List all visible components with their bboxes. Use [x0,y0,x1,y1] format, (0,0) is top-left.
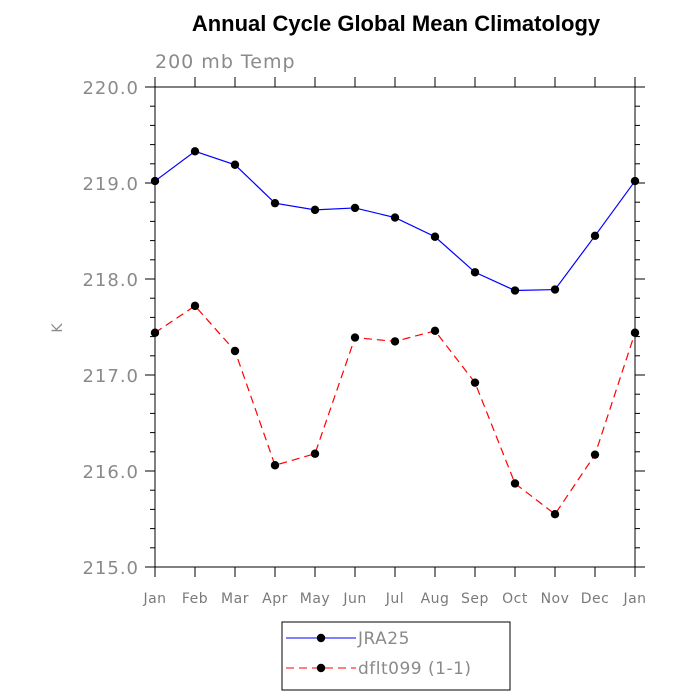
y-tick-label: 218.0 [82,270,139,291]
series-point-jra25 [230,160,240,169]
x-tick-label: Dec [581,591,610,607]
chart-subtitle: 200 mb Temp [155,51,296,73]
series-layer [150,147,640,519]
legend-box [281,621,511,691]
series-point-dflt099-1-1 [390,337,400,346]
x-tick-label: Jan [142,591,166,607]
series-point-dflt099-1-1 [430,326,440,336]
series-point-jra25 [190,147,200,156]
y-tick-label: 215.0 [82,558,139,579]
legend-label-dflt099: dflt099 (1-1) [358,659,472,679]
series-point-jra25 [550,285,560,294]
y-tick-label: 219.0 [82,174,139,195]
x-tick-label: Nov [541,591,570,607]
x-tick-label: Feb [182,591,208,607]
series-point-jra25 [470,268,480,277]
series-point-dflt099-1-1 [270,461,280,470]
y-axis-label: K [50,323,66,333]
series-point-jra25 [590,231,600,240]
x-tick-label: Jan [622,591,646,607]
legend-marker-jra25 [316,633,326,643]
series-point-dflt099-1-1 [550,510,560,519]
series-point-dflt099-1-1 [310,449,320,458]
series-point-jra25 [270,198,280,208]
series-point-jra25 [430,232,440,241]
series-point-jra25 [630,176,640,186]
x-tick-label: Aug [421,591,450,607]
x-tick-label: Jul [385,591,404,607]
legend-marker-dflt099 [316,663,326,673]
series-point-jra25 [350,203,360,213]
x-tick-label: Oct [502,591,528,607]
legend-label-jra25: JRA25 [357,629,410,649]
series-point-dflt099-1-1 [190,301,200,311]
series-point-dflt099-1-1 [150,328,160,337]
series-point-jra25 [390,213,400,222]
x-axis-ticks: Jan Feb Mar Apr May Jun Jul Aug Sep Oct Nov Dec Jan [142,77,646,607]
series-line-dflt099-1-1 [154,305,636,516]
y-tick-label: 216.0 [82,462,139,483]
plot-frame [154,86,636,568]
series-point-dflt099-1-1 [470,378,480,387]
y-axis-ticks: 215.0 216.0 217.0 218.0 219.0 220.0 [82,78,645,579]
series-point-dflt099-1-1 [630,328,640,337]
x-tick-label: Apr [262,591,288,607]
x-tick-label: Jun [342,591,366,607]
x-tick-label: Sep [461,591,489,607]
series-point-dflt099-1-1 [510,479,520,488]
y-tick-label: 220.0 [82,78,139,99]
y-tick-label: 217.0 [82,366,139,387]
x-tick-label: Mar [221,591,249,607]
series-point-dflt099-1-1 [590,450,600,459]
series-point-jra25 [510,286,520,295]
chart-title: Annual Cycle Global Mean Climatology [192,11,601,36]
series-point-dflt099-1-1 [350,333,360,342]
x-tick-label: May [300,591,330,607]
series-point-jra25 [150,176,160,186]
series-point-dflt099-1-1 [230,346,240,356]
series-point-jra25 [310,205,320,215]
legend: JRA25 dflt099 (1-1) [281,621,511,691]
